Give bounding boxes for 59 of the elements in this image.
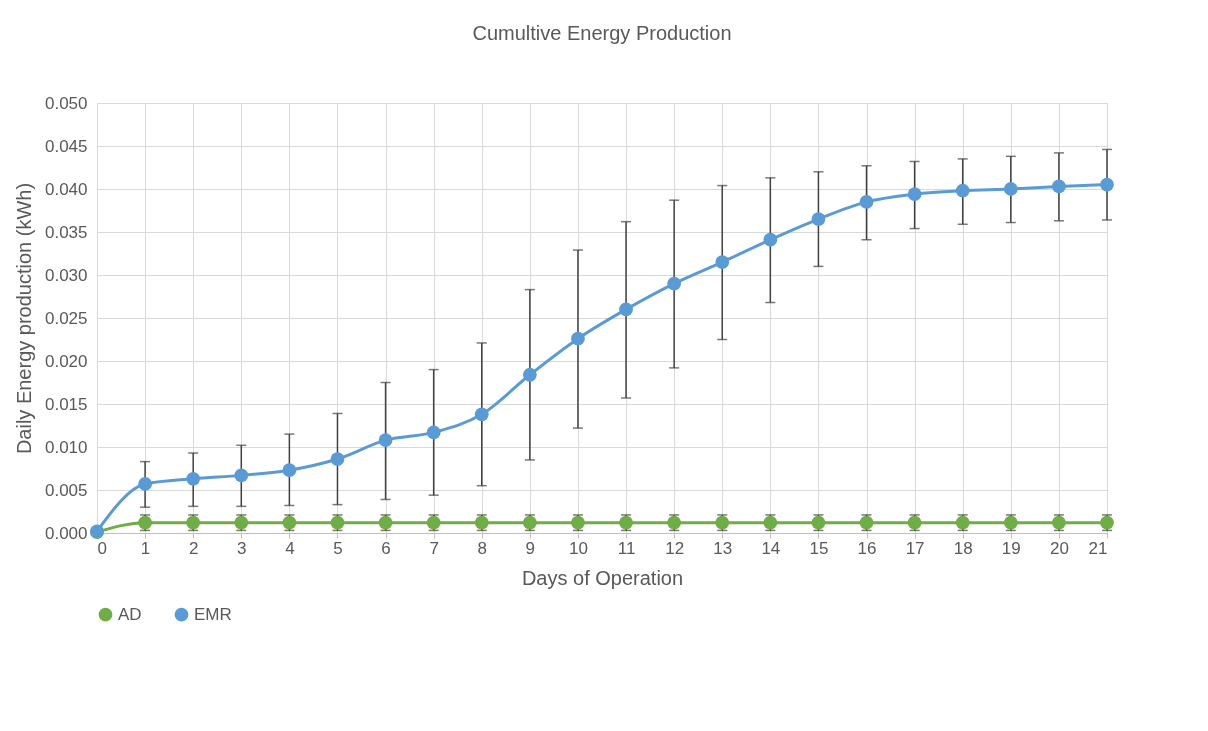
x-tick-label: 10	[568, 538, 588, 558]
x-tick-label: 15	[809, 538, 829, 558]
point	[234, 468, 249, 483]
x-tick-label: 8	[477, 538, 487, 558]
x-tick-label: 14	[761, 538, 781, 558]
point	[186, 471, 201, 486]
x-tick-label: 20	[1049, 538, 1069, 558]
y-tick-label: 0.020	[44, 351, 88, 371]
x-tick-label: 9	[525, 538, 536, 558]
x-tick-label: 5	[333, 538, 343, 558]
y-tick-label: 0.005	[44, 480, 88, 500]
y-tick-label: 0.050	[44, 93, 88, 113]
x-tick-label: 12	[665, 538, 685, 558]
x-tick-label: 7	[429, 538, 439, 558]
x-tick-label: 13	[713, 538, 733, 558]
point	[522, 367, 537, 382]
x-tick-label: 16	[857, 538, 877, 558]
x-tick-label: 0	[97, 538, 107, 558]
legend-label: AD	[118, 604, 142, 624]
x-tick-label: 17	[905, 538, 925, 558]
x-tick-label: 4	[285, 538, 295, 558]
point	[282, 463, 297, 478]
y-tick-label: 0.010	[44, 437, 88, 457]
point	[138, 477, 152, 491]
point	[571, 331, 585, 346]
point	[859, 195, 874, 209]
point	[667, 276, 682, 291]
point	[1052, 179, 1066, 194]
point	[619, 302, 633, 317]
y-tick-label: 0.025	[44, 308, 88, 328]
x-tick-label: 2	[188, 538, 199, 558]
y-tick-label: 0.035	[44, 222, 88, 242]
legend-label: EMR	[194, 604, 232, 624]
point	[330, 452, 345, 466]
x-tick-label: 1	[140, 538, 151, 558]
y-axis-title: Daily Energy production (kWh)	[12, 182, 35, 455]
point	[1100, 177, 1114, 192]
x-tick-label: 11	[617, 538, 636, 558]
y-tick-label: 0.040	[44, 179, 88, 199]
y-tick-label: 0.030	[44, 265, 88, 285]
x-tick-label: 18	[953, 538, 973, 558]
y-tick-label: 0.045	[44, 136, 88, 156]
y-tick-label: 0.015	[44, 394, 88, 414]
point	[955, 183, 970, 198]
x-tick-label: 21	[1088, 538, 1108, 558]
x-tick-label: 6	[381, 538, 391, 558]
x-tick-label: 19	[1001, 538, 1021, 558]
x-tick-label: 3	[237, 538, 247, 558]
point	[426, 425, 441, 440]
point	[715, 255, 730, 269]
point	[763, 232, 778, 247]
point	[907, 187, 922, 202]
point	[811, 212, 826, 226]
y-tick-label: 0.000	[44, 523, 88, 543]
x-axis-title: Days of Operation	[521, 566, 684, 589]
point	[378, 433, 393, 447]
point	[474, 407, 489, 422]
chart-title: Cumultive Energy Production	[472, 22, 732, 44]
point	[1003, 182, 1018, 196]
